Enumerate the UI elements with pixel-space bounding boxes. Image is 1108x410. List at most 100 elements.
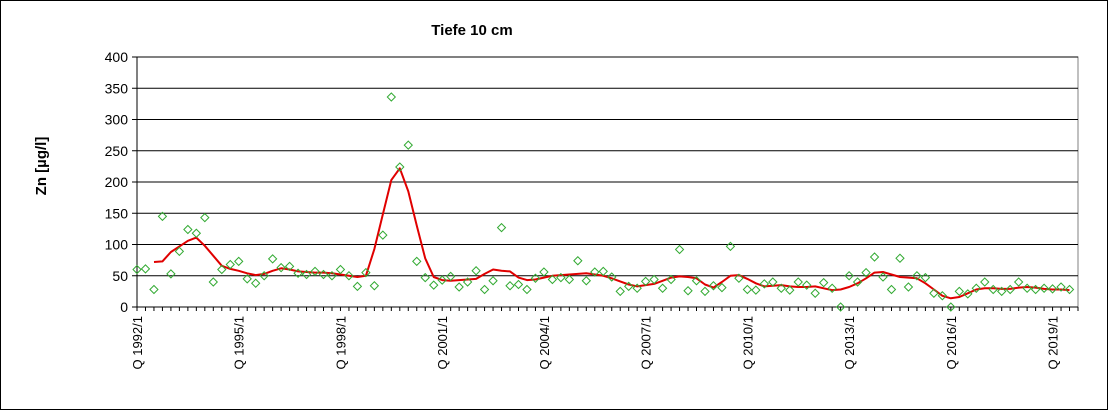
data-point	[742, 284, 753, 295]
data-point	[496, 222, 507, 233]
y-tick-label: 50	[112, 268, 128, 284]
chart-title: Tiefe 10 cm	[431, 22, 512, 39]
data-point	[183, 224, 193, 235]
x-tick-label: Q 2001/1	[435, 316, 450, 370]
y-tick-label: 150	[105, 205, 129, 221]
data-point	[1005, 284, 1015, 295]
y-tick-label: 400	[105, 49, 129, 65]
x-tick-label: Q 2013/1	[842, 316, 857, 370]
data-point	[903, 282, 914, 292]
data-point	[420, 272, 430, 283]
data-point	[666, 274, 676, 285]
data-point	[1064, 284, 1075, 295]
data-point	[963, 289, 973, 299]
data-point	[437, 275, 447, 285]
data-point	[301, 269, 312, 280]
data-point	[267, 254, 278, 264]
data-point	[590, 267, 600, 277]
data-point	[242, 274, 252, 284]
data-point	[937, 291, 948, 301]
data-point	[505, 281, 515, 291]
x-tick-label: Q 2004/1	[537, 316, 552, 370]
data-point	[1039, 283, 1049, 293]
data-point	[200, 212, 210, 223]
data-point	[785, 285, 795, 295]
data-point	[827, 283, 837, 293]
data-point	[361, 267, 371, 278]
data-point	[386, 92, 397, 102]
y-tick-label: 300	[105, 112, 129, 128]
x-tick-label: Q 1995/1	[232, 316, 247, 370]
data-point	[157, 211, 168, 222]
y-axis-label: Zn [µg/l]	[33, 137, 50, 196]
data-point	[912, 271, 922, 281]
data-point	[403, 140, 413, 150]
data-point	[234, 256, 244, 267]
data-point	[598, 266, 608, 277]
x-axis-ticks: Q 1992/1 Q 1995/1 Q 1998/1 Q 2001/1 Q 2004/1…	[130, 307, 1079, 370]
data-point	[378, 230, 388, 240]
data-point	[412, 256, 422, 267]
data-point	[615, 286, 625, 297]
data-point	[946, 302, 956, 312]
data-point	[700, 286, 710, 297]
data-point	[632, 283, 642, 293]
data-point	[623, 281, 634, 292]
data-point	[471, 266, 481, 276]
data-point	[793, 277, 803, 287]
y-tick-label: 350	[105, 80, 129, 96]
data-point	[802, 280, 812, 290]
data-point	[734, 273, 744, 283]
data-point	[971, 283, 981, 293]
data-point	[649, 274, 659, 285]
data-point	[166, 269, 176, 279]
data-point	[539, 267, 549, 277]
data-point	[886, 284, 897, 295]
data-point	[657, 283, 668, 293]
data-point	[810, 288, 820, 298]
data-point	[488, 276, 498, 286]
data-point	[878, 272, 888, 282]
data-point	[344, 271, 354, 281]
data-point	[513, 279, 524, 290]
data-point	[149, 284, 159, 295]
data-point	[556, 272, 566, 283]
data-point	[327, 271, 337, 281]
x-tick-label: Q 1998/1	[333, 316, 348, 370]
data-point	[640, 276, 651, 287]
data-point	[140, 264, 151, 274]
data-point	[479, 284, 490, 295]
data-point	[818, 277, 829, 288]
y-tick-label: 100	[105, 237, 129, 253]
data-point	[835, 302, 846, 312]
data-point	[980, 277, 990, 287]
data-point	[844, 271, 854, 281]
y-tick-label: 250	[105, 143, 129, 159]
x-tick-label: Q 1992/1	[130, 316, 145, 370]
x-tick-label: Q 2007/1	[639, 316, 654, 370]
data-point	[335, 264, 346, 275]
data-point	[691, 276, 702, 286]
data-point	[759, 279, 770, 289]
y-tick-label: 0	[120, 299, 128, 315]
data-point	[547, 274, 558, 285]
data-point	[276, 262, 286, 273]
data-point	[259, 271, 269, 281]
data-point	[954, 286, 965, 297]
data-point	[191, 228, 202, 238]
data-point	[768, 277, 778, 287]
data-point	[352, 281, 363, 292]
grid-lines	[137, 56, 1078, 277]
data-point	[369, 281, 380, 291]
data-point	[174, 246, 185, 257]
y-axis-ticks: 0 50 100 150 200 250 300 350 400	[105, 49, 1078, 315]
data-point	[674, 244, 685, 255]
data-point	[869, 252, 880, 262]
data-point	[208, 277, 219, 287]
data-point	[293, 268, 303, 278]
trend-line-group	[153, 167, 1070, 300]
data-point	[225, 259, 235, 270]
data-point	[445, 271, 456, 282]
data-point	[564, 274, 575, 285]
